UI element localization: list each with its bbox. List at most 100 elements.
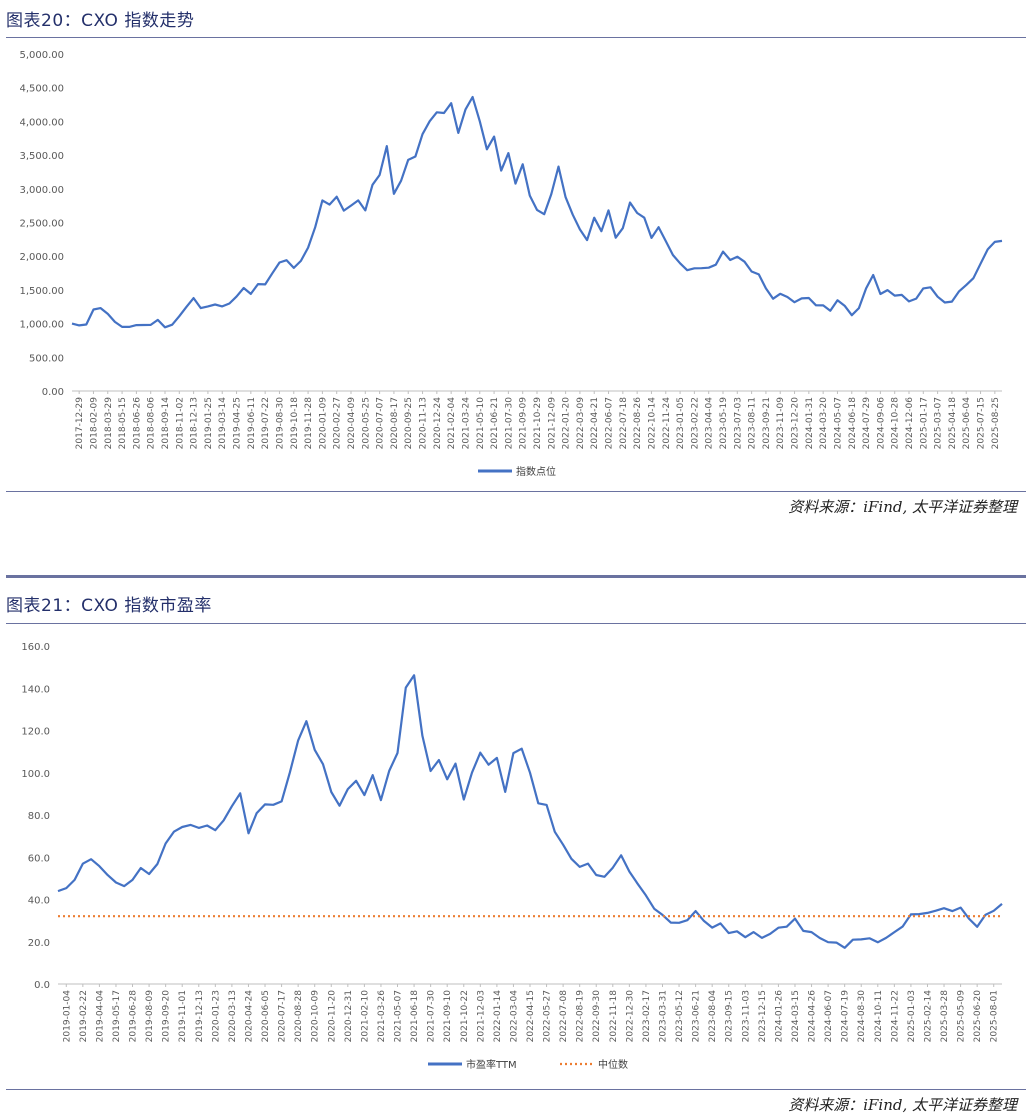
- x-tick-label: 2025-08-01: [990, 990, 1000, 1042]
- x-tick-label: 2022-08-26: [633, 397, 643, 450]
- x-tick-label: 2021-02-10: [360, 990, 370, 1043]
- x-tick-label: 2025-01-03: [907, 990, 917, 1042]
- x-tick-label: 2018-12-13: [190, 397, 200, 449]
- x-tick-label: 2019-05-17: [112, 990, 122, 1042]
- x-tick-label: 2023-04-04: [705, 397, 715, 450]
- y-tick-label: 3,000.00: [19, 185, 64, 196]
- x-tick-label: 2020-10-09: [311, 990, 321, 1043]
- x-tick-label: 2020-03-13: [228, 990, 238, 1042]
- x-tick-label: 2021-05-07: [394, 990, 404, 1042]
- x-tick-label: 2020-01-09: [318, 397, 328, 450]
- x-tick-label: 2023-07-03: [733, 397, 743, 449]
- x-tick-label: 2023-03-31: [658, 990, 668, 1042]
- series-line: [71, 95, 1003, 329]
- x-tick-label: 2024-03-15: [791, 990, 801, 1042]
- x-tick-label: 2023-12-15: [758, 990, 768, 1042]
- figure-title: 图表20：CXO 指数走势: [6, 11, 195, 31]
- x-tick-label: 2025-01-17: [919, 397, 929, 449]
- x-tick-label: 2019-12-13: [195, 990, 205, 1042]
- x-tick-label: 2020-07-17: [278, 990, 288, 1042]
- x-tick-label: 2020-09-25: [404, 397, 414, 449]
- x-tick-label: 2023-08-04: [708, 990, 718, 1043]
- x-tick-label: 2021-05-10: [476, 397, 486, 450]
- x-tick-label: 2020-04-09: [347, 397, 357, 450]
- x-tick-label: 2019-06-28: [129, 990, 139, 1043]
- x-tick-label: 2025-06-20: [973, 990, 983, 1043]
- x-tick-label: 2018-09-14: [161, 397, 171, 450]
- x-tick-label: 2019-03-14: [218, 397, 228, 450]
- x-tick-label: 2019-08-09: [145, 990, 155, 1043]
- y-tick-label: 80.0: [28, 811, 50, 822]
- x-tick-label: 2021-03-24: [461, 397, 471, 450]
- legend-label: 市盈率TTM: [466, 1058, 517, 1071]
- x-tick-label: 2020-01-23: [211, 990, 221, 1042]
- chart-bottom-rule: [6, 1089, 1026, 1090]
- x-tick-label: 2025-02-14: [923, 990, 933, 1043]
- y-tick-label: 5,000.00: [19, 50, 64, 61]
- x-tick-label: 2022-01-14: [493, 990, 503, 1043]
- x-tick-label: 2019-11-28: [304, 397, 314, 450]
- x-tick-label: 2021-09-09: [519, 397, 529, 450]
- section-divider: [6, 575, 1026, 578]
- x-tick-label: 2020-08-17: [390, 397, 400, 449]
- x-tick-label: 2018-08-06: [147, 397, 157, 450]
- x-tick-label: 2021-07-30: [427, 990, 437, 1043]
- x-tick-label: 2024-12-06: [905, 397, 915, 450]
- x-tick-label: 2019-04-25: [233, 397, 243, 449]
- x-tick-label: 2020-04-24: [244, 990, 254, 1043]
- x-tick-label: 2022-12-30: [625, 990, 635, 1043]
- x-tick-label: 2024-04-26: [808, 990, 818, 1043]
- x-tick-label: 2025-06-04: [962, 397, 972, 450]
- x-tick-label: 2022-05-27: [543, 990, 553, 1042]
- y-tick-label: 1,500.00: [19, 286, 64, 297]
- x-tick-label: 2025-03-07: [934, 397, 944, 449]
- index-trend-chart: 0.00 500.00 1,000.00 1,500.00 2,000.00 2,500.…: [19, 50, 1003, 478]
- x-tick-label: 2023-09-21: [762, 397, 772, 449]
- x-tick-label: 2020-11-13: [419, 397, 429, 449]
- x-tick-label: 2023-08-11: [748, 397, 758, 449]
- x-tick-label: 2024-09-06: [876, 397, 886, 450]
- x-tick-label: 2023-02-22: [690, 397, 700, 449]
- y-tick-label: 160.0: [21, 642, 50, 653]
- x-tick-label: 2022-03-09: [576, 397, 586, 450]
- x-tick-label: 2019-01-25: [204, 397, 214, 449]
- x-tick-label: 2018-06-26: [132, 397, 142, 450]
- x-tick-label: 2024-01-31: [805, 397, 815, 449]
- x-tick-label: 2018-02-09: [89, 397, 99, 450]
- x-tick-label: 2024-07-29: [862, 397, 872, 450]
- x-tick-label: 2023-11-03: [741, 990, 751, 1042]
- y-tick-label: 40.0: [28, 896, 50, 907]
- x-tick-label: 2022-07-18: [619, 397, 629, 450]
- x-tick-label: 2023-12-20: [791, 397, 801, 450]
- x-tick-label: 2018-05-15: [118, 397, 128, 449]
- x-tick-label: 2023-11-09: [776, 397, 786, 450]
- x-tick-label: 2021-06-21: [490, 397, 500, 449]
- x-tick-label: 2022-04-21: [590, 397, 600, 449]
- x-tick-label: 2024-06-07: [824, 990, 834, 1042]
- x-tick-label: 2021-12-09: [547, 397, 557, 450]
- title-underline: [6, 623, 1026, 624]
- x-tick-label: 2019-06-11: [247, 397, 257, 449]
- y-tick-label: 3,500.00: [19, 151, 64, 162]
- x-tick-label: 2023-06-21: [692, 990, 702, 1042]
- x-tick-label: 2019-01-04: [62, 990, 72, 1043]
- source-note: 资料来源：iFind, 太平洋证券整理: [788, 498, 1017, 516]
- x-tick-label: 2025-05-09: [957, 990, 967, 1043]
- legend-label: 中位数: [598, 1058, 628, 1071]
- x-tick-label: 2021-10-22: [460, 990, 470, 1042]
- x-tick-label: 2023-05-19: [719, 397, 729, 450]
- x-tick-label: 2020-07-07: [376, 397, 386, 449]
- x-tick-label: 2020-06-05: [261, 990, 271, 1042]
- x-tick-label: 2024-06-18: [848, 397, 858, 450]
- x-tick-label: 2020-02-27: [333, 397, 343, 449]
- x-tick-label: 2023-01-05: [676, 397, 686, 449]
- y-tick-label: 2,500.00: [19, 219, 64, 230]
- x-tick-label: 2021-07-30: [504, 397, 514, 450]
- x-tick-label: 2022-10-14: [647, 397, 657, 450]
- x-tick-label: 2025-03-28: [940, 990, 950, 1043]
- x-tick-label: 2018-03-29: [104, 397, 114, 450]
- x-tick-label: 2021-12-03: [476, 990, 486, 1042]
- y-tick-label: 100.0: [21, 769, 50, 780]
- x-tick-label: 2025-08-25: [991, 397, 1001, 449]
- y-tick-label: 140.0: [21, 684, 50, 695]
